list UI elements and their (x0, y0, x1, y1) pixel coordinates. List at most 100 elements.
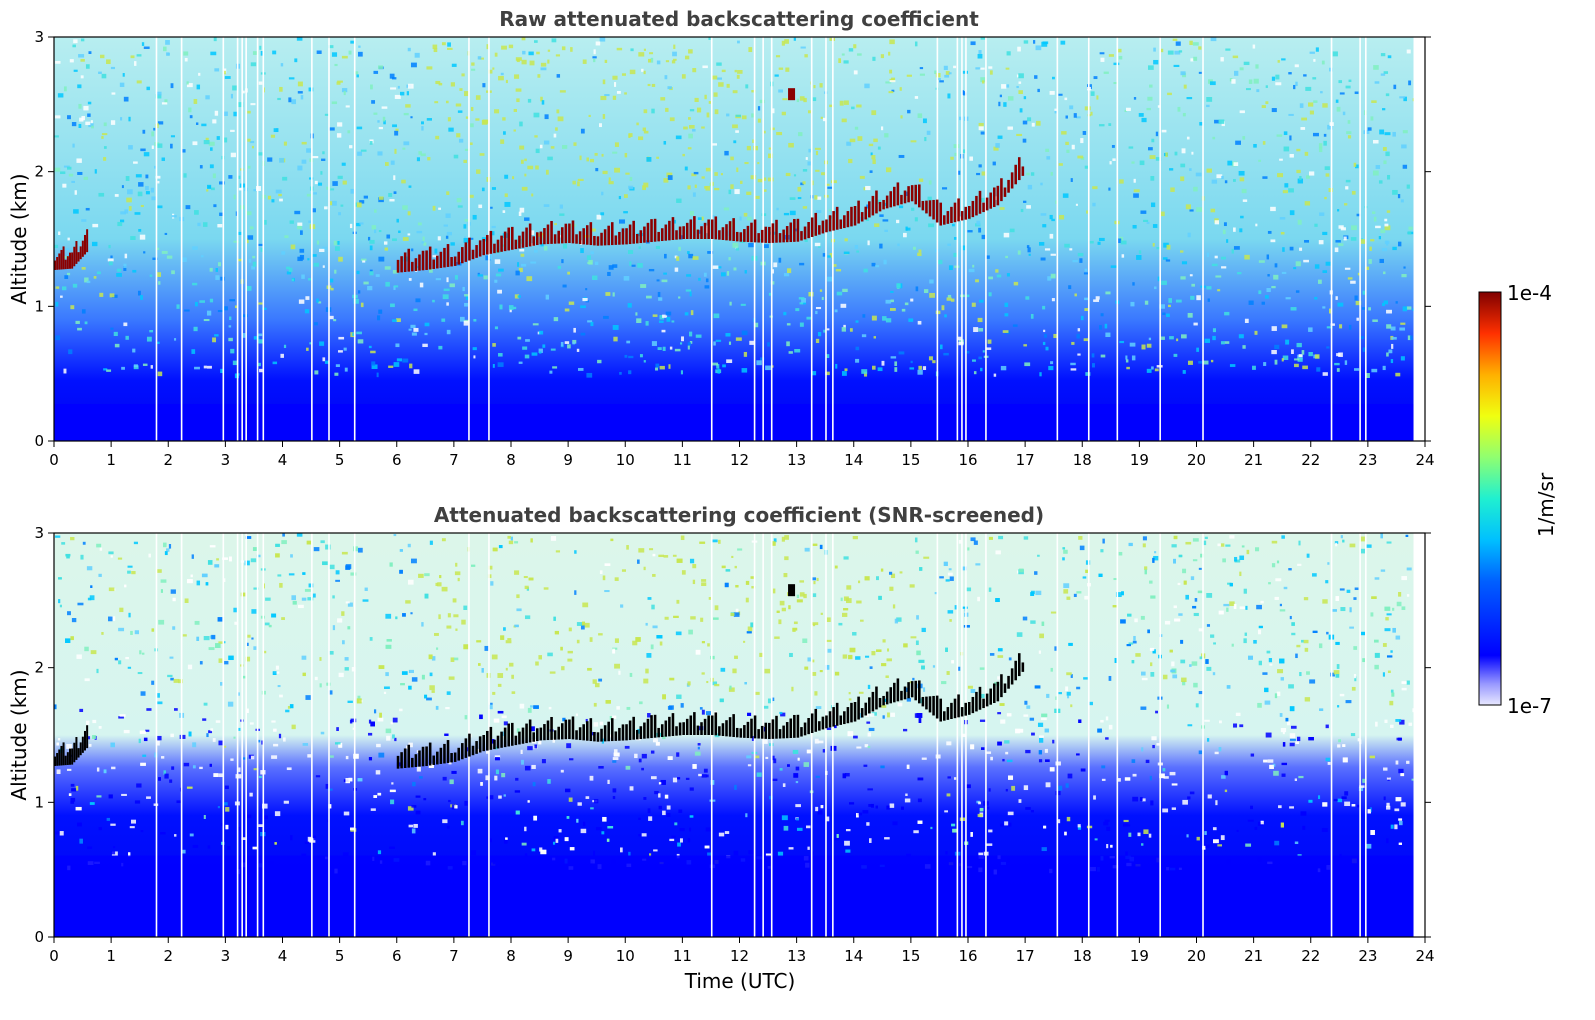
noise-speckle (529, 726, 535, 732)
noise-speckle (657, 291, 661, 297)
noise-speckle (480, 782, 483, 786)
data-gap-line (262, 37, 265, 441)
noise-speckle (140, 148, 146, 152)
noise-speckle (782, 98, 788, 101)
noise-speckle (251, 145, 254, 149)
noise-speckle (315, 775, 321, 778)
noise-speckle (1227, 582, 1232, 585)
noise-speckle (103, 769, 107, 774)
noise-speckle (804, 547, 810, 552)
noise-speckle (1190, 295, 1195, 300)
noise-speckle (821, 172, 825, 176)
noise-speckle (1221, 256, 1227, 260)
noise-speckle (342, 640, 345, 645)
noise-speckle (1276, 691, 1281, 697)
noise-speckle (376, 743, 381, 748)
noise-speckle (428, 268, 433, 273)
noise-speckle (258, 81, 263, 85)
noise-speckle (1382, 643, 1387, 647)
noise-speckle (444, 733, 449, 736)
noise-speckle (357, 339, 364, 344)
cloud-layer-segment (875, 190, 878, 214)
noise-speckle (1235, 140, 1241, 145)
noise-speckle (1165, 152, 1168, 158)
noise-speckle (648, 58, 652, 63)
x-tick-label: 18 (1073, 947, 1092, 965)
noise-speckle (81, 219, 87, 222)
noise-speckle (426, 697, 432, 701)
noise-speckle (1288, 113, 1294, 116)
noise-speckle (1206, 97, 1213, 102)
noise-speckle (1400, 773, 1405, 777)
noise-speckle (1138, 113, 1144, 117)
noise-speckle (643, 678, 649, 684)
noise-speckle (297, 81, 303, 87)
data-gap-line (1056, 37, 1059, 441)
noise-speckle (247, 110, 251, 114)
noise-speckle (171, 766, 175, 770)
cloud-layer-segment (414, 754, 418, 767)
noise-speckle (904, 798, 911, 803)
noise-speckle (855, 358, 860, 363)
noise-speckle (684, 312, 689, 316)
noise-speckle (928, 356, 933, 361)
noise-speckle (519, 703, 525, 709)
noise-speckle (1397, 194, 1401, 199)
cloud-layer-segment (764, 226, 768, 243)
data-gap-line (965, 37, 967, 441)
cloud-layer-segment (518, 235, 521, 249)
noise-speckle (537, 74, 541, 78)
noise-speckle (703, 272, 707, 277)
noise-speckle (155, 175, 161, 179)
noise-speckle (395, 343, 400, 348)
cloud-layer-segment (664, 224, 668, 241)
noise-speckle (999, 207, 1005, 210)
noise-speckle (1386, 655, 1393, 658)
cloud-layer-segment (907, 186, 910, 203)
noise-speckle (223, 70, 226, 75)
noise-speckle (834, 725, 837, 729)
noise-speckle (189, 833, 194, 837)
noise-speckle (843, 324, 846, 328)
noise-speckle (308, 220, 312, 223)
noise-speckle (1142, 543, 1146, 548)
noise-speckle (1082, 130, 1087, 135)
noise-speckle (864, 576, 870, 581)
noise-speckle (151, 145, 154, 149)
noise-speckle (978, 299, 984, 303)
data-gap-line (810, 37, 813, 441)
noise-speckle (415, 795, 421, 798)
noise-speckle (707, 852, 713, 857)
noise-speckle (553, 836, 559, 841)
noise-speckle (1130, 301, 1135, 307)
noise-speckle (899, 571, 903, 574)
noise-speckle (238, 187, 243, 191)
noise-speckle (601, 153, 604, 157)
noise-speckle (794, 349, 801, 353)
noise-speckle (871, 262, 876, 267)
noise-speckle (701, 176, 705, 179)
no-data-region (1413, 37, 1425, 441)
noise-speckle (55, 60, 61, 64)
noise-speckle (516, 608, 522, 612)
noise-speckle (1351, 225, 1357, 231)
noise-speckle (1382, 365, 1386, 371)
noise-speckle (743, 640, 746, 643)
noise-speckle (713, 617, 719, 620)
noise-speckle (497, 289, 502, 294)
noise-speckle (1172, 674, 1178, 679)
noise-speckle (734, 565, 737, 569)
noise-speckle (728, 687, 735, 692)
noise-speckle (142, 129, 146, 134)
noise-speckle (818, 740, 824, 744)
noise-speckle (834, 671, 840, 676)
noise-speckle (373, 709, 377, 714)
noise-speckle (87, 846, 93, 849)
noise-speckle (1007, 96, 1014, 101)
noise-speckle (528, 577, 534, 581)
cloud-layer-segment (768, 722, 771, 740)
cloud-layer-segment (457, 747, 461, 761)
noise-speckle (472, 347, 477, 351)
